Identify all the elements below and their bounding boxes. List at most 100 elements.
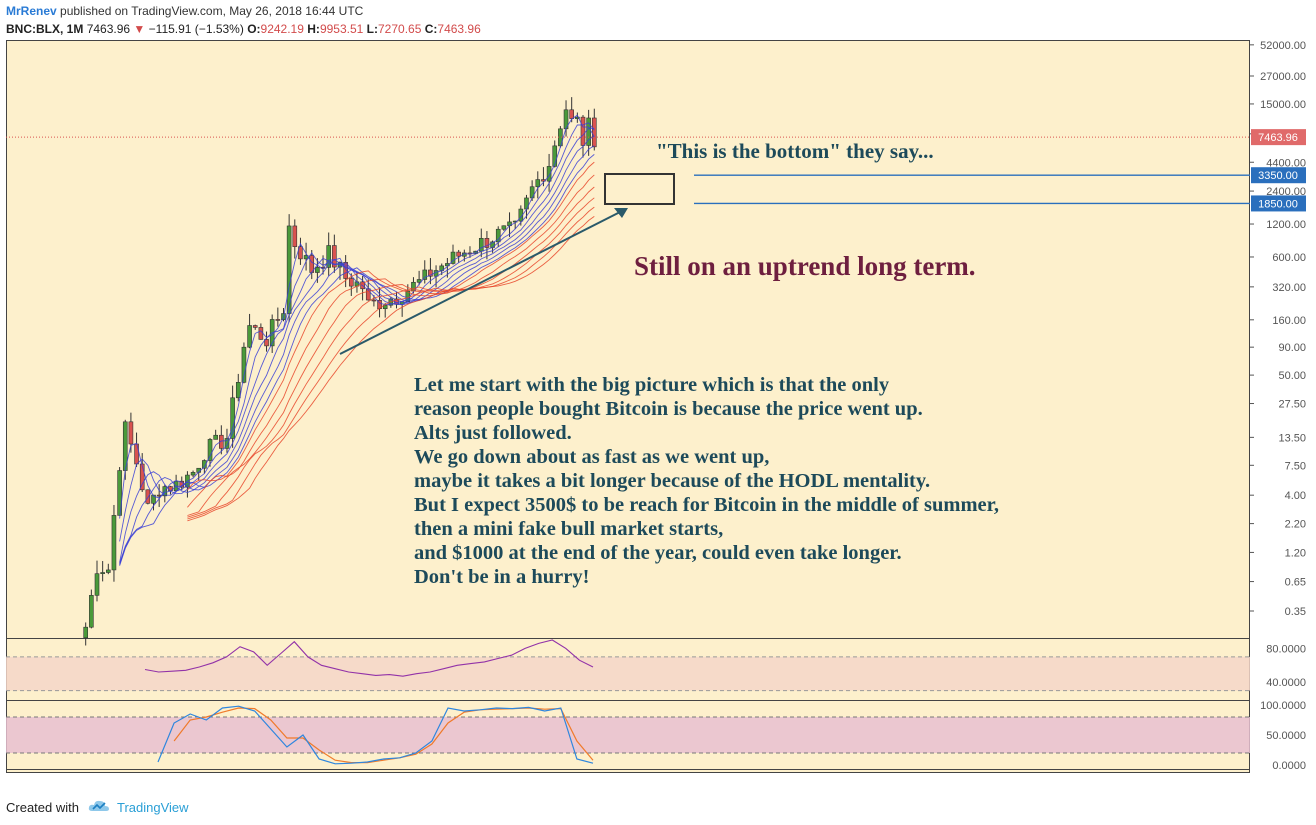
- candle: [535, 171, 541, 199]
- commentary-line: reason people bought Bitcoin is because …: [414, 398, 923, 420]
- candle: [575, 112, 580, 123]
- change-value: −115.91 (−1.53%): [148, 22, 244, 36]
- candle-body: [371, 299, 377, 302]
- candle-body: [230, 397, 235, 439]
- high-value: 9953.51: [319, 22, 364, 36]
- candle-body: [292, 225, 298, 247]
- candle-body: [111, 515, 117, 571]
- candle-body: [575, 116, 580, 119]
- candle: [586, 109, 591, 156]
- commentary-line: We go down about as fast as we went up,: [414, 446, 769, 468]
- candle: [106, 563, 111, 575]
- rsi-line: [144, 639, 594, 677]
- candle: [230, 385, 235, 448]
- price-axis-background: [1250, 40, 1310, 773]
- candle-body: [202, 460, 207, 469]
- publish-line: MrRenev published on TradingView.com, Ma…: [6, 4, 363, 18]
- candle-body: [156, 494, 162, 497]
- trend-arrow-head: [614, 208, 628, 218]
- price-tick-label: 1200.00: [1266, 219, 1306, 231]
- candle-body: [428, 269, 433, 277]
- candle-body: [422, 269, 428, 280]
- candle: [292, 219, 298, 259]
- last-price: 7463.96: [86, 22, 131, 36]
- candle-body: [258, 327, 264, 340]
- candle-body: [106, 569, 111, 573]
- bottom-quote-text: "This is the bottom" they say...: [656, 139, 934, 163]
- candle-body: [128, 421, 134, 445]
- candle-body: [213, 434, 218, 440]
- author-link[interactable]: MrRenev: [6, 4, 57, 18]
- high-label: H:: [307, 22, 320, 36]
- candle-body: [224, 438, 230, 449]
- commentary-line: and $1000 at the end of the year, could …: [414, 542, 902, 564]
- candle: [348, 273, 354, 296]
- candle-body: [139, 463, 145, 491]
- candle: [252, 324, 258, 330]
- ema-short-line: [119, 114, 595, 519]
- candle-body: [495, 228, 501, 243]
- candle-body: [569, 109, 574, 119]
- ema-long-line: [187, 186, 595, 516]
- candle-body: [382, 304, 388, 310]
- candle: [422, 260, 428, 284]
- chart-area[interactable]: 52000.0027000.0015000.008000.004400.0024…: [6, 40, 1310, 773]
- price-tick-label: 0.65: [1285, 577, 1306, 589]
- candle-body: [552, 145, 558, 167]
- ema-long-line: [187, 206, 595, 520]
- candle: [382, 303, 388, 318]
- candle: [450, 244, 456, 265]
- commentary-line: maybe it takes a bit longer because of t…: [414, 470, 930, 492]
- candle-body: [89, 595, 94, 628]
- candle: [501, 225, 507, 231]
- open-label: O:: [247, 22, 261, 36]
- candle-body: [83, 626, 88, 639]
- created-with-label: Created with: [6, 800, 79, 815]
- candle-body: [235, 382, 241, 399]
- price-tick-label: 320.00: [1272, 282, 1306, 294]
- candle: [213, 429, 218, 440]
- ema-short-line: [119, 154, 595, 566]
- candle-body: [298, 246, 303, 260]
- price-chart[interactable]: 52000.0027000.0015000.008000.004400.0024…: [6, 40, 1310, 773]
- price-tick-label: 160.00: [1272, 315, 1306, 327]
- candle-body: [580, 116, 586, 146]
- candle-body: [332, 245, 337, 268]
- candle: [275, 307, 281, 327]
- price-tick-label: 4.00: [1285, 490, 1306, 502]
- ema-long-line: [187, 174, 595, 508]
- level-label: 1850.00: [1258, 198, 1298, 210]
- candle-body: [501, 225, 507, 230]
- ema-long-line: [187, 216, 595, 522]
- close-value: 7463.96: [437, 22, 481, 36]
- candle-body: [94, 573, 100, 596]
- candle-body: [190, 472, 196, 476]
- rsi-tick-label: 80.0000: [1266, 643, 1306, 655]
- footer: Created with TradingView: [0, 790, 1316, 825]
- candle: [219, 425, 224, 455]
- price-tick-label: 13.50: [1278, 432, 1306, 444]
- price-tick-label: 90.00: [1278, 342, 1306, 354]
- candle: [456, 249, 461, 263]
- plot-frame: [6, 40, 1250, 773]
- tradingview-brand-link[interactable]: TradingView: [117, 800, 189, 815]
- down-arrow-icon: ▼: [133, 22, 146, 36]
- last-price-label: 7463.96: [1258, 132, 1298, 144]
- candle: [207, 437, 213, 467]
- candle-body: [315, 267, 320, 273]
- stoch-k-line: [157, 705, 594, 765]
- price-tick-label: 2.20: [1285, 519, 1306, 531]
- candle-body: [416, 279, 422, 283]
- candle-body: [286, 225, 292, 314]
- candle-body: [100, 572, 105, 574]
- candle-body: [450, 251, 456, 264]
- price-tick-label: 2400.00: [1266, 186, 1306, 198]
- price-tick-label: 27.50: [1278, 399, 1306, 411]
- ema-long-line: [187, 197, 595, 518]
- candle: [416, 270, 422, 286]
- rsi-band: [6, 656, 1250, 691]
- candle-body: [348, 278, 354, 287]
- stoch-tick-label: 50.0000: [1266, 730, 1306, 742]
- candle-body: [247, 325, 252, 348]
- candle-body: [151, 494, 156, 504]
